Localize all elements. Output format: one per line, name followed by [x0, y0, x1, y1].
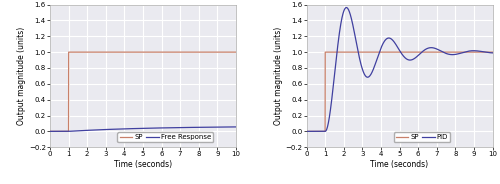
Free Response	[230, 126, 235, 128]
SP	[304, 130, 310, 132]
Y-axis label: Output magnitude (units): Output magnitude (units)	[17, 27, 26, 125]
PID	[336, 36, 342, 38]
Free Response	[118, 128, 124, 130]
Free Response	[126, 128, 132, 130]
Free Response	[233, 126, 239, 128]
Legend: SP, PID: SP, PID	[394, 132, 450, 142]
Free Response	[79, 130, 85, 132]
Line: Free Response: Free Response	[50, 127, 236, 131]
Legend: SP, Free Response: SP, Free Response	[118, 132, 213, 142]
SP	[66, 51, 71, 53]
PID	[304, 130, 310, 132]
SP	[325, 51, 331, 53]
SP	[47, 130, 53, 132]
Line: PID: PID	[306, 8, 492, 131]
X-axis label: Time (seconds): Time (seconds)	[370, 160, 428, 169]
SP	[80, 51, 86, 53]
SP	[68, 51, 74, 53]
Line: SP: SP	[306, 52, 492, 131]
SP	[375, 51, 381, 53]
SP	[490, 51, 496, 53]
Free Response	[47, 130, 53, 132]
PID	[466, 50, 472, 52]
PID	[325, 125, 331, 127]
SP	[486, 51, 492, 53]
SP	[383, 51, 389, 53]
PID	[344, 6, 349, 9]
Free Response	[209, 126, 215, 128]
Free Response	[68, 130, 74, 132]
SP	[466, 51, 472, 53]
SP	[233, 51, 239, 53]
PID	[490, 52, 496, 54]
X-axis label: Time (seconds): Time (seconds)	[114, 160, 172, 169]
PID	[486, 52, 492, 54]
SP	[322, 51, 328, 53]
SP	[126, 51, 132, 53]
SP	[230, 51, 235, 53]
Y-axis label: Output magnitude (units): Output magnitude (units)	[274, 27, 282, 125]
PID	[375, 55, 381, 57]
Line: SP: SP	[50, 52, 236, 131]
SP	[118, 51, 124, 53]
SP	[210, 51, 216, 53]
PID	[383, 38, 389, 40]
SP	[336, 51, 342, 53]
